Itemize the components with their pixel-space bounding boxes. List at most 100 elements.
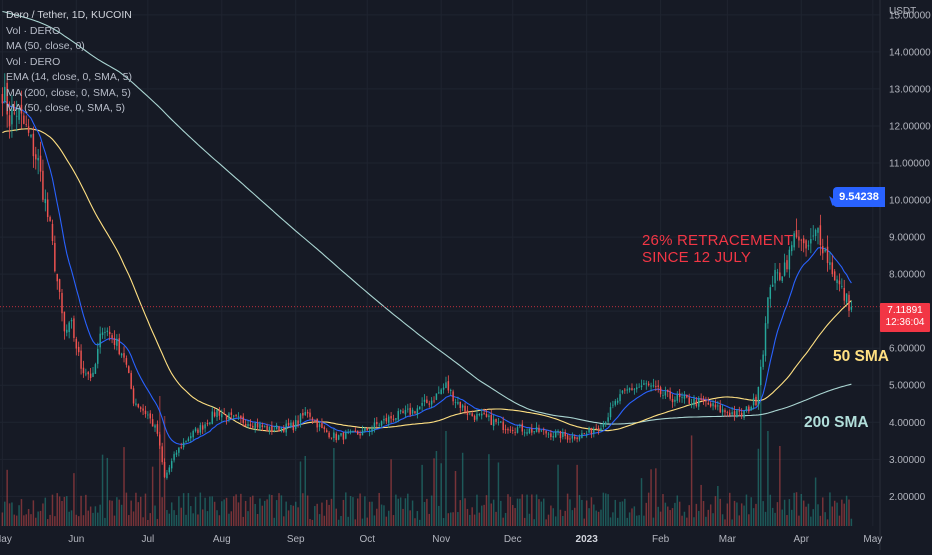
candle: [574, 434, 576, 441]
candle-body: [671, 399, 674, 403]
volume-bar: [650, 469, 652, 526]
volume-bar: [216, 510, 218, 526]
volume-bar: [32, 500, 35, 526]
candle-body: [8, 115, 11, 127]
legend-indicator-vol-2[interactable]: Vol · DERO: [6, 55, 61, 68]
volume-bar: [843, 503, 845, 526]
legend-indicator-ma200[interactable]: MA (200, close, 0, SMA, 5): [6, 86, 131, 99]
candle: [614, 399, 617, 407]
volume-bar: [6, 469, 8, 526]
candle-body: [342, 432, 345, 440]
candle: [354, 427, 357, 433]
volume-bar: [144, 493, 147, 526]
volume-bar: [557, 464, 559, 526]
candle: [244, 419, 247, 427]
candle-body: [602, 423, 605, 427]
candle: [745, 406, 748, 413]
candle-body: [35, 154, 37, 160]
legend-indicator-ema14[interactable]: EMA (14, close, 0, SMA, 5): [6, 71, 133, 83]
volume-bar: [125, 492, 128, 526]
volume-bar: [562, 515, 564, 526]
candle-body: [712, 403, 714, 407]
volume-bar: [831, 506, 834, 526]
candle: [232, 414, 235, 420]
legend-indicator-ma50[interactable]: MA (50, close, 0): [6, 40, 85, 52]
volume-bar: [345, 492, 347, 526]
candle-body: [609, 407, 612, 418]
candle-body: [111, 335, 113, 339]
candle-body: [75, 338, 78, 349]
volume-bar: [449, 512, 452, 526]
volume-bar: [459, 500, 462, 526]
candle-body: [92, 372, 94, 377]
volume-bar: [278, 493, 280, 526]
volume-bar: [543, 498, 545, 526]
volume-bar: [414, 518, 416, 526]
candle-body: [380, 421, 383, 426]
volume-bar: [674, 502, 676, 526]
candle: [667, 389, 669, 398]
candle-body: [457, 402, 459, 404]
candle-body: [547, 433, 550, 435]
candle-body: [61, 292, 63, 314]
candle: [430, 397, 433, 409]
volume-bar: [822, 497, 824, 526]
candle-body: [97, 348, 99, 364]
volume-bar: [235, 494, 237, 526]
candle: [166, 470, 168, 480]
candle: [831, 255, 834, 277]
candle-body: [228, 413, 230, 420]
candle: [633, 387, 636, 395]
volume-bar: [600, 509, 602, 526]
volume-bar: [733, 500, 736, 526]
legend-indicator-ma50-sma[interactable]: MA (50, close, 0, SMA, 5): [6, 102, 126, 114]
candle-body: [235, 414, 237, 417]
candle: [705, 396, 707, 407]
volume-bar: [602, 492, 605, 526]
candle-body: [118, 338, 120, 355]
candle-body: [70, 319, 73, 322]
candle: [309, 408, 311, 421]
candle: [66, 324, 68, 337]
candle: [80, 344, 82, 375]
candle: [645, 380, 648, 390]
candle: [156, 420, 159, 437]
candle: [490, 409, 493, 426]
candle-body: [366, 428, 369, 431]
candle-body: [206, 422, 209, 425]
volume-bar: [621, 501, 624, 526]
volume-bar: [27, 509, 30, 526]
volume-bar: [490, 503, 493, 526]
volume-bar: [221, 501, 223, 526]
candle: [199, 422, 202, 436]
volume-bar: [137, 502, 140, 526]
volume-bar: [409, 510, 411, 526]
candle-body: [63, 311, 66, 332]
candle: [92, 367, 94, 378]
candle: [616, 397, 619, 405]
candle: [228, 411, 230, 423]
candle: [762, 350, 764, 370]
volume-bar: [438, 505, 440, 526]
candle-body: [814, 229, 817, 237]
candle: [526, 428, 528, 436]
candle: [61, 289, 63, 322]
volume-bar: [583, 518, 586, 526]
candle-body: [433, 400, 435, 402]
candle-body: [743, 410, 745, 418]
candle-body: [647, 383, 650, 386]
candle: [304, 406, 306, 417]
candle: [399, 409, 402, 415]
volume-bar: [521, 494, 524, 526]
legend-symbol-title[interactable]: Dero / Tether, 1D, KUCOIN: [6, 9, 132, 21]
legend-indicator-vol[interactable]: Vol · DERO: [6, 24, 61, 37]
candle: [829, 251, 831, 270]
candle: [225, 414, 228, 425]
candle-body: [459, 401, 462, 408]
volume-bar: [848, 499, 850, 526]
y-tick-label: 10.00000: [889, 196, 931, 207]
candle: [237, 412, 240, 420]
volume-bar: [25, 514, 27, 526]
